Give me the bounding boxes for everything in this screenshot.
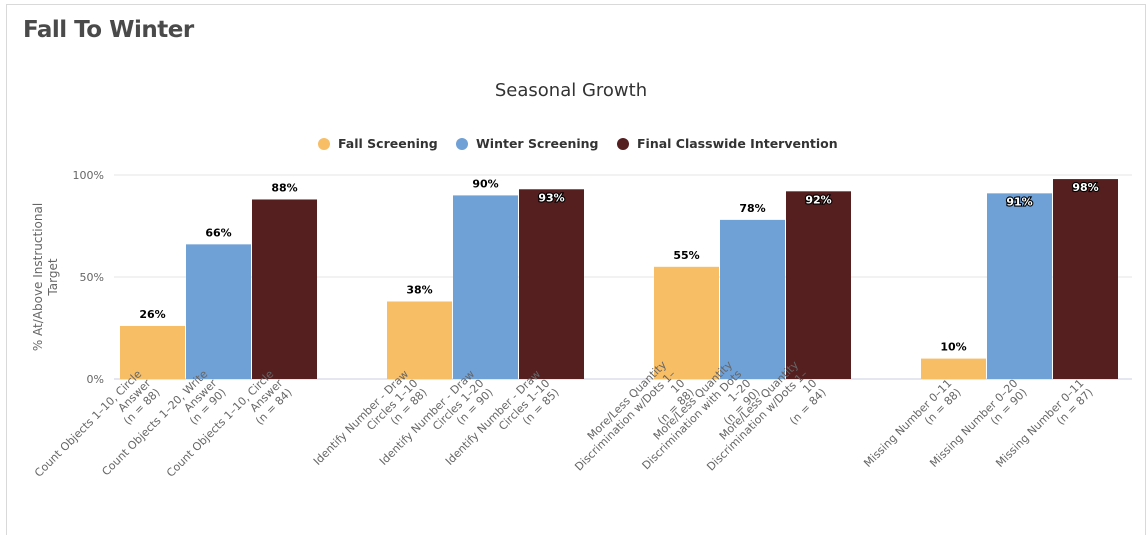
data-label: 26% [139,308,165,321]
legend-label: Winter Screening [476,136,599,151]
data-label: 88% [271,181,297,194]
data-label: 38% [406,283,432,296]
legend: Fall Screening Winter Screening Final Clas… [318,136,838,151]
x-tick-label: Missing Number 0–11(n = 88) [861,377,963,479]
y-axis-label-line: % At/Above Instructional [31,203,45,351]
bar [453,195,518,379]
y-axis-label: % At/Above InstructionalTarget [31,203,60,351]
legend-item: Fall Screening [318,136,438,151]
bar [786,191,851,379]
legend-item: Final Classwide Intervention [617,136,838,151]
bar [120,325,185,379]
bar [1053,179,1118,379]
bar [720,219,785,379]
legend-label: Fall Screening [338,136,438,151]
panel-title: Fall To Winter [23,17,194,43]
data-label: 92% [805,193,831,206]
bar [921,358,986,379]
y-axis-label-line: Target [46,258,60,296]
legend-marker-icon [456,138,468,150]
legend-marker-icon [318,138,330,150]
bar [654,266,719,379]
data-label: 78% [739,202,765,215]
data-label: 10% [940,341,966,354]
bar [186,244,251,379]
y-tick-label: 50% [80,271,104,284]
data-label: 66% [205,226,231,239]
y-tick-label: 0% [87,373,104,386]
data-label: 91% [1006,195,1032,208]
y-axis: 0% 50% 100% % At/Above InstructionalTarget [31,169,104,386]
bar [987,193,1052,379]
data-label: 93% [538,191,564,204]
legend-marker-icon [617,138,629,150]
legend-item: Winter Screening [456,136,599,151]
chart-title: Seasonal Growth [495,80,647,101]
legend-label: Final Classwide Intervention [637,136,838,151]
bar [519,189,584,379]
data-label: 98% [1072,181,1098,194]
bar [252,199,317,379]
y-tick-label: 100% [73,169,104,182]
data-label: 90% [472,177,498,190]
bars: 26% 66% 88% 38% 90% 93% 55% 78% 92% 10% 91% 98% [120,177,1118,379]
data-label: 55% [673,249,699,262]
bar [387,301,452,379]
